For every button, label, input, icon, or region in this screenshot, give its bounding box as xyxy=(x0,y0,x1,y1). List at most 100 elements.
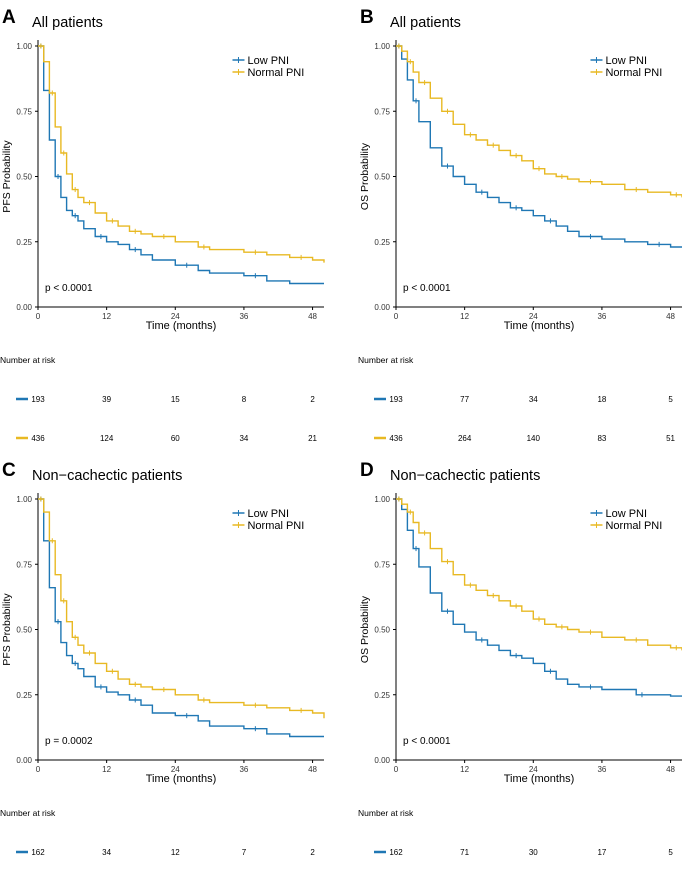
x-tick-label: 12 xyxy=(102,312,111,321)
risk-count: 51 xyxy=(666,434,675,443)
panel-letter: D xyxy=(360,460,374,481)
x-tick-label: 48 xyxy=(308,765,317,774)
y-tick-label: 0.75 xyxy=(16,560,32,569)
x-tick-label: 48 xyxy=(666,765,675,774)
x-tick-label: 48 xyxy=(308,312,317,321)
risk-count: 77 xyxy=(460,395,469,404)
x-tick-label: 0 xyxy=(36,312,41,321)
y-tick-label: 0.00 xyxy=(16,303,32,312)
x-tick-label: 24 xyxy=(171,312,180,321)
panel-title: Non−cachectic patients xyxy=(390,468,540,484)
risk-count: 18 xyxy=(597,395,606,404)
p-value: p = 0.0002 xyxy=(45,736,93,747)
x-tick-label: 12 xyxy=(460,312,469,321)
y-axis-label: PFS Probability xyxy=(1,140,13,213)
p-value: p < 0.0001 xyxy=(403,283,451,294)
legend-label: Normal PNI xyxy=(605,520,662,532)
y-tick-label: 0.50 xyxy=(16,626,32,635)
risk-count: 264 xyxy=(458,434,472,443)
x-tick-label: 0 xyxy=(394,765,399,774)
legend-label: Low PNI xyxy=(247,508,289,520)
x-tick-label: 36 xyxy=(597,312,606,321)
legend-label: Low PNI xyxy=(247,55,289,67)
risk-count: 436 xyxy=(31,434,45,443)
risk-count: 30 xyxy=(529,848,538,857)
risk-count: 5 xyxy=(668,848,673,857)
risk-count: 162 xyxy=(31,848,45,857)
x-tick-label: 12 xyxy=(102,765,111,774)
risk-count: 83 xyxy=(597,434,606,443)
risk-count: 8 xyxy=(242,395,247,404)
y-tick-label: 0.50 xyxy=(374,173,390,182)
legend-label: Normal PNI xyxy=(605,67,662,79)
risk-count: 34 xyxy=(102,848,111,857)
risk-table-title: Number at risk xyxy=(358,355,414,365)
y-tick-label: 1.00 xyxy=(374,495,390,504)
risk-count: 17 xyxy=(597,848,606,857)
y-tick-label: 0.50 xyxy=(16,173,32,182)
km-curve-normal-pni xyxy=(38,498,325,719)
risk-table-title: Number at risk xyxy=(0,808,56,818)
x-tick-label: 36 xyxy=(239,765,248,774)
y-axis-label: OS Probability xyxy=(359,595,371,663)
km-curve-low-pni xyxy=(38,45,324,285)
km-curve-normal-pni xyxy=(38,45,325,263)
km-panel-d: D Non−cachectic patients 0.00 0.25 0.50 0.75 1… xyxy=(358,460,682,857)
y-tick-label: 0.25 xyxy=(16,238,32,247)
x-tick-label: 36 xyxy=(597,765,606,774)
y-axis-label: OS Probability xyxy=(359,142,371,210)
x-tick-label: 36 xyxy=(239,312,248,321)
panel-title: All patients xyxy=(32,15,103,31)
x-tick-label: 24 xyxy=(171,765,180,774)
y-tick-label: 1.00 xyxy=(374,42,390,51)
risk-count: 34 xyxy=(529,395,538,404)
risk-count: 21 xyxy=(308,434,317,443)
x-tick-label: 24 xyxy=(529,312,538,321)
panel-letter: B xyxy=(360,7,374,28)
km-curve-low-pni xyxy=(38,498,324,738)
km-curve-low-pni xyxy=(396,498,682,697)
panel-letter: C xyxy=(2,460,16,481)
x-axis-label: Time (months) xyxy=(146,773,217,785)
x-axis-label: Time (months) xyxy=(504,320,575,332)
x-tick-label: 0 xyxy=(394,312,399,321)
risk-count: 15 xyxy=(171,395,180,404)
legend-label: Low PNI xyxy=(605,55,647,67)
risk-table-title: Number at risk xyxy=(358,808,414,818)
legend-label: Normal PNI xyxy=(247,520,304,532)
y-tick-label: 0.00 xyxy=(374,303,390,312)
km-curve-normal-pni xyxy=(396,45,682,198)
y-tick-label: 1.00 xyxy=(16,495,32,504)
km-panel-c: C Non−cachectic patients 0.00 0.25 0.50 0.75 1… xyxy=(0,460,325,857)
risk-count: 436 xyxy=(389,434,403,443)
x-tick-label: 0 xyxy=(36,765,41,774)
y-tick-label: 0.75 xyxy=(374,560,390,569)
risk-count: 71 xyxy=(460,848,469,857)
risk-count: 124 xyxy=(100,434,114,443)
risk-count: 34 xyxy=(239,434,248,443)
x-tick-label: 48 xyxy=(666,312,675,321)
y-tick-label: 0.25 xyxy=(374,238,390,247)
panel-title: All patients xyxy=(390,15,461,31)
risk-count: 2 xyxy=(310,848,315,857)
y-tick-label: 0.50 xyxy=(374,626,390,635)
y-tick-label: 0.00 xyxy=(16,756,32,765)
risk-count: 5 xyxy=(668,395,673,404)
legend-label: Normal PNI xyxy=(247,67,304,79)
x-tick-label: 24 xyxy=(529,765,538,774)
km-panel-b: B All patients 0.00 0.25 0.50 0.75 1.00 0 12 24 36… xyxy=(358,7,682,443)
p-value: p < 0.0001 xyxy=(45,283,93,294)
risk-count: 7 xyxy=(242,848,247,857)
risk-count: 60 xyxy=(171,434,180,443)
panel-title: Non−cachectic patients xyxy=(32,468,182,484)
y-axis-label: PFS Probability xyxy=(1,593,13,666)
x-tick-label: 12 xyxy=(460,765,469,774)
y-tick-label: 0.25 xyxy=(374,691,390,700)
km-curve-normal-pni xyxy=(396,498,682,651)
panel-letter: A xyxy=(2,7,16,28)
y-tick-label: 0.00 xyxy=(374,756,390,765)
y-tick-label: 0.75 xyxy=(16,107,32,116)
risk-table-title: Number at risk xyxy=(0,355,56,365)
